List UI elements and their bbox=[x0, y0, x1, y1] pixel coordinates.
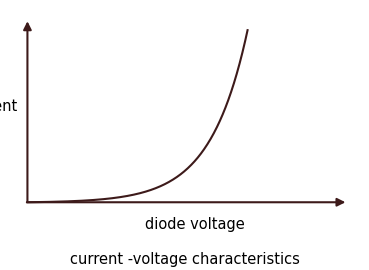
Text: diode current: diode current bbox=[0, 99, 17, 114]
Text: diode voltage: diode voltage bbox=[145, 217, 244, 232]
Text: current -voltage characteristics: current -voltage characteristics bbox=[70, 252, 299, 267]
